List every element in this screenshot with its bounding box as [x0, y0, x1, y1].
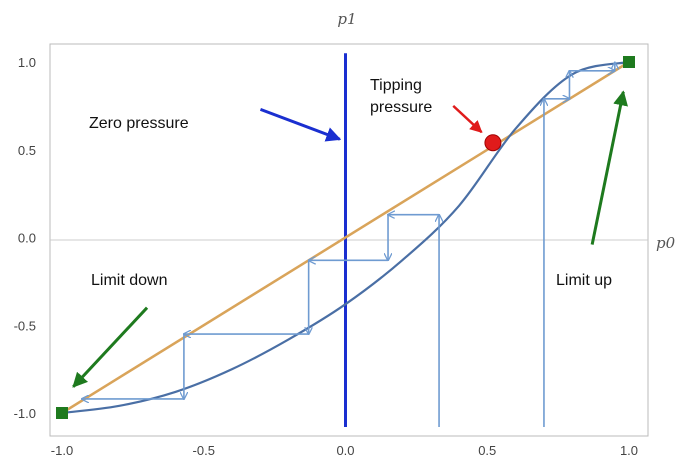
y-tick-label: 1.0	[18, 55, 36, 70]
tipping-pressure-label: Tipping pressure	[370, 77, 432, 116]
y-tick-label: 0.5	[18, 143, 36, 158]
tipping-point	[484, 134, 502, 152]
x-axis-label: p0	[656, 234, 675, 252]
limit-down-arrow	[72, 306, 149, 388]
tipping-pressure-arrow	[452, 104, 483, 134]
limit-up-label: Limit up	[556, 272, 612, 289]
x-tick-labels: -1.0 -0.5 0.0 0.5 1.0	[51, 443, 638, 458]
tipping-label-line-1: Tipping	[370, 77, 422, 94]
cobweb-down	[82, 215, 439, 428]
y-tick-labels: 1.0 0.5 0.0 -0.5 -1.0	[14, 55, 36, 421]
y-tick-label: -0.5	[14, 318, 36, 333]
identity-line	[61, 60, 630, 415]
zero-pressure-arrow	[259, 107, 342, 142]
x-tick-label: 1.0	[620, 443, 638, 458]
limit-up-arrow	[590, 90, 628, 245]
zero-pressure-label: Zero pressure	[89, 115, 189, 132]
cobweb-up	[544, 63, 615, 428]
x-tick-label: -1.0	[51, 443, 73, 458]
y-tick-label: 0.0	[18, 231, 36, 246]
x-tick-label: 0.0	[336, 443, 354, 458]
x-tick-label: -0.5	[193, 443, 215, 458]
limit-down-marker	[56, 407, 68, 419]
limit-up-marker	[623, 56, 635, 68]
y-tick-label: -1.0	[14, 406, 36, 421]
y-axis-label: p1	[337, 10, 356, 28]
x-tick-label: 0.5	[478, 443, 496, 458]
limit-down-label: Limit down	[91, 272, 167, 289]
tipping-label-line-2: pressure	[370, 99, 432, 116]
response-curve	[61, 60, 630, 415]
